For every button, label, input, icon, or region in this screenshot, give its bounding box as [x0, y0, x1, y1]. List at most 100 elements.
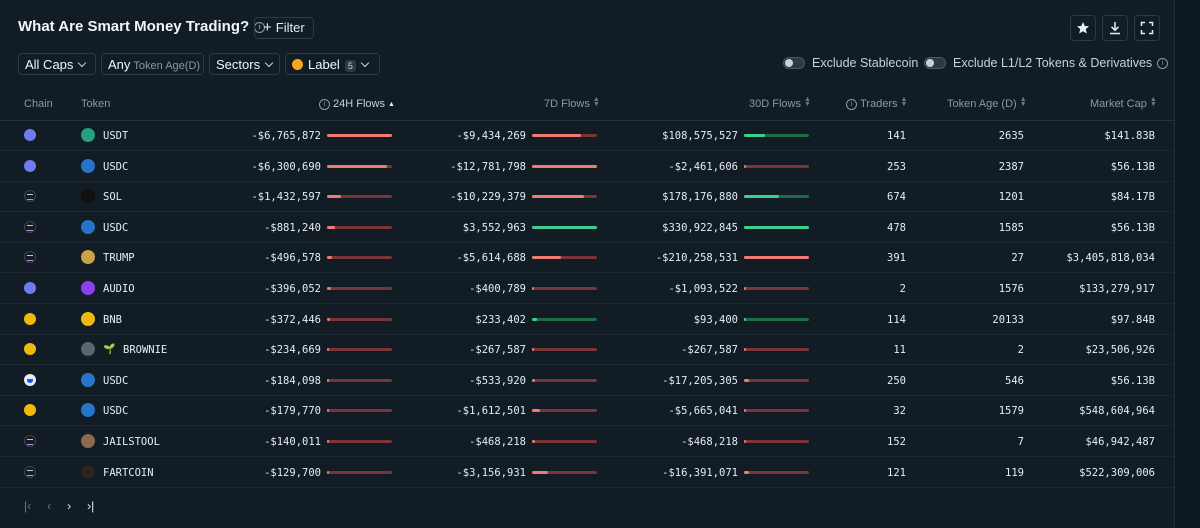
prev-page-icon[interactable]: ‹	[47, 499, 52, 513]
token-name: BNB	[103, 313, 122, 326]
filter-button[interactable]: + Filter	[254, 17, 314, 39]
exclude-l1l2-toggle[interactable]: Exclude L1/L2 Tokens & Derivatives i	[924, 56, 1169, 70]
flow-24h-value: -$6,300,690	[251, 160, 321, 173]
market-cap-value: $3,405,818,034	[1066, 252, 1155, 265]
eth-chain-icon	[24, 159, 36, 172]
table-row[interactable]: FARTCOIN -$129,700 -$3,156,931 -$16,391,071…	[0, 458, 1175, 488]
flow-30d-value: -$1,093,522	[668, 283, 738, 295]
col-market-cap[interactable]: Market Cap ▲ ▼	[1090, 96, 1157, 110]
col-7d-flows[interactable]: 7D Flows ▲ ▼	[544, 96, 600, 110]
table-row[interactable]: 🌱 BROWNIE -$234,669 -$267,587 -$267,587 11 2 $2…	[0, 335, 1175, 366]
flow-24h-value: -$140,011	[264, 436, 321, 448]
col-traders[interactable]: i Traders ▲ ▼	[846, 96, 907, 110]
flow-30d-bar-fill	[744, 164, 746, 168]
token-age-dropdown[interactable]: Any Token Age(D)	[101, 53, 204, 75]
token-name: AUDIO	[103, 283, 135, 295]
label-label: Label	[308, 57, 340, 72]
flow-24h-bar	[327, 440, 392, 443]
token-name: FARTCOIN	[103, 466, 154, 479]
col-market-cap-label: Market Cap	[1090, 98, 1147, 110]
flow-7d-bar	[532, 470, 597, 474]
last-page-icon[interactable]: ›|	[87, 499, 95, 513]
info-icon[interactable]: i	[319, 98, 330, 110]
flow-30d-bar-fill	[744, 470, 749, 474]
flow-30d-bar	[744, 317, 809, 321]
label-dropdown[interactable]: Label 5	[285, 53, 380, 75]
sol-chain-icon	[24, 251, 36, 264]
flow-30d-bar	[744, 195, 809, 199]
flow-7d-bar-fill	[532, 164, 597, 168]
flow-24h-value: -$1,432,597	[251, 191, 321, 204]
toggle-switch[interactable]	[783, 57, 805, 69]
brownie-icon	[81, 342, 95, 357]
pagination: |‹ ‹ › ›|	[24, 499, 94, 513]
eth-chain-icon	[24, 129, 36, 141]
flow-24h-bar	[327, 287, 392, 290]
col-token-age[interactable]: Token Age (D) ▲ ▼	[947, 96, 1027, 110]
flow-24h-value: -$234,669	[264, 344, 321, 357]
sol-chain-icon	[24, 465, 36, 478]
download-icon[interactable]	[1102, 15, 1128, 41]
flow-7d-bar	[532, 287, 597, 290]
token-age-value: 20133	[992, 313, 1024, 326]
token-age-value: 1201	[998, 191, 1024, 204]
table-row[interactable]: USDC -$184,098 -$533,920 -$17,205,305 250 546…	[0, 366, 1175, 396]
table-row[interactable]: USDC -$179,770 -$1,612,501 -$5,665,041 32 157…	[0, 396, 1175, 427]
flow-24h-value: -$6,765,872	[251, 130, 321, 142]
plus-icon: +	[263, 19, 272, 36]
col-token: Token	[81, 98, 111, 110]
token-name: USDC	[103, 221, 129, 234]
flow-7d-bar	[532, 225, 597, 229]
table-row[interactable]: USDC -$6,300,690 -$12,781,798 -$2,461,606 25…	[0, 152, 1175, 182]
flow-30d-bar	[744, 440, 809, 443]
exclude-l1l2-label: Exclude L1/L2 Tokens & Derivatives	[953, 56, 1153, 70]
table-row[interactable]: BNB -$372,446 $233,402 $93,400 114 20133 $97.8…	[0, 305, 1175, 335]
caps-dropdown[interactable]: All Caps	[18, 53, 96, 75]
flow-30d-bar-fill	[744, 225, 809, 229]
base-chain-icon	[24, 373, 36, 386]
table-row[interactable]: TRUMP -$496,578 -$5,614,688 -$210,258,531 39…	[0, 243, 1175, 274]
flow-7d-bar	[532, 317, 597, 321]
flow-30d-bar	[744, 378, 809, 382]
table-row[interactable]: USDC -$881,240 $3,552,963 $330,922,845 478 15…	[0, 213, 1175, 243]
col-30d-flows[interactable]: 30D Flows ▲ ▼	[749, 96, 811, 110]
table-row[interactable]: JAILSTOOL -$140,011 -$468,218 -$468,218 152 7…	[0, 427, 1175, 457]
flow-7d-bar-fill	[532, 470, 548, 474]
flow-30d-value: $178,176,880	[662, 191, 738, 204]
table-row[interactable]: USDT -$6,765,872 -$9,434,269 $108,575,527 14…	[0, 121, 1175, 151]
sort-icon: ▲ ▼	[1149, 96, 1157, 108]
market-cap-value: $84.17B	[1110, 191, 1155, 204]
token-age-value: 2	[1017, 344, 1024, 357]
flow-30d-value: $93,400	[693, 313, 738, 326]
flow-24h-bar-fill	[327, 378, 329, 382]
page-title: What Are Smart Money Trading? i	[18, 18, 266, 35]
info-icon[interactable]: i	[846, 98, 857, 110]
flow-24h-value: -$129,700	[264, 466, 321, 479]
flow-7d-value: $3,552,963	[462, 221, 526, 234]
toggle-switch[interactable]	[924, 57, 946, 69]
fullscreen-icon[interactable]	[1134, 15, 1160, 41]
flow-24h-bar	[327, 164, 392, 168]
flow-24h-bar-fill	[327, 134, 392, 137]
flow-7d-bar	[532, 378, 597, 382]
flow-7d-bar-fill	[532, 348, 534, 352]
flow-7d-bar	[532, 164, 597, 168]
flow-30d-bar	[744, 348, 809, 352]
token-age-value: 2635	[998, 130, 1024, 142]
star-icon[interactable]	[1070, 15, 1096, 41]
flow-30d-bar	[744, 256, 809, 260]
market-cap-value: $133,279,917	[1079, 283, 1155, 295]
label-emoji-icon	[292, 59, 303, 71]
table-row[interactable]: AUDIO -$396,052 -$400,789 -$1,093,522 2 1576 $…	[0, 274, 1175, 304]
col-24h-flows[interactable]: i 24H Flows ▲	[319, 98, 395, 110]
table-row[interactable]: SOL -$1,432,597 -$10,229,379 $178,176,880 67…	[0, 182, 1175, 213]
sort-icon: ▲ ▼	[592, 96, 600, 108]
page-gutter	[1175, 0, 1200, 528]
next-page-icon[interactable]: ›	[67, 499, 72, 513]
info-icon[interactable]: i	[1157, 57, 1169, 69]
first-page-icon[interactable]: |‹	[24, 499, 32, 513]
sectors-dropdown[interactable]: Sectors	[209, 53, 280, 75]
flow-24h-bar	[327, 378, 392, 382]
exclude-stablecoin-toggle[interactable]: Exclude Stablecoin	[783, 56, 918, 70]
market-cap-value: $56.13B	[1110, 374, 1155, 387]
